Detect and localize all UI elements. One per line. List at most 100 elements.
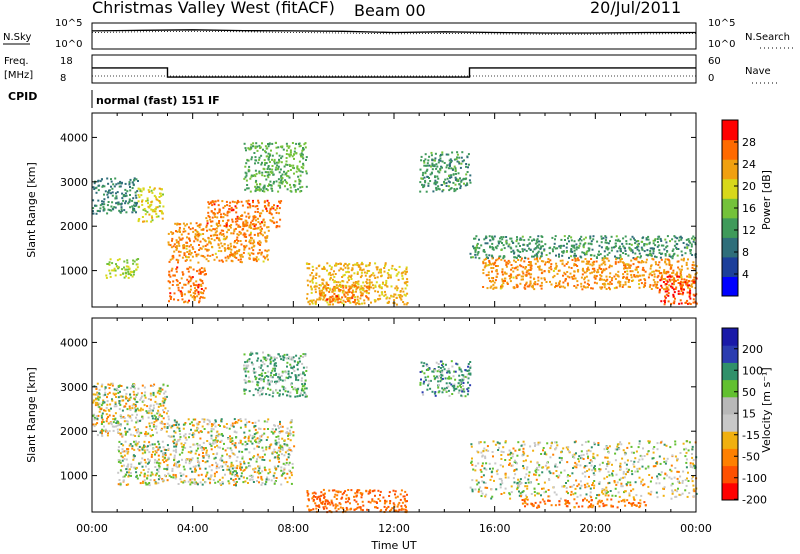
heatmap-cell-power-cells-1839 <box>355 290 357 293</box>
heatmap-cell-vel-cells-126 <box>127 414 130 417</box>
power-colorbar-label-5: 24 <box>742 158 756 171</box>
heatmap-cell-power-cells-2334 <box>598 244 601 247</box>
heatmap-cell-power-cells-2934 <box>644 282 647 285</box>
heatmap-cell-power-cells-389 <box>184 300 187 303</box>
heatmap-cell-power-cells-1343 <box>269 184 272 186</box>
heatmap-cell-vel-cells-1440 <box>269 374 272 377</box>
heatmap-cell-vel-cells-347 <box>133 426 136 429</box>
heatmap-cell-power-cells-40 <box>120 210 123 213</box>
heatmap-cell-vel-cells-1075 <box>239 463 242 466</box>
heatmap-cell-power-cells-1484 <box>353 263 356 266</box>
heatmap-cell-vel-cells-1512 <box>269 360 272 363</box>
heatmap-cell-power-cells-3230 <box>638 279 641 282</box>
heatmap-cell-vel-cells-1005 <box>175 445 178 448</box>
heatmap-cell-vel-cells-109 <box>115 405 118 408</box>
heatmap-cell-power-cells-280 <box>158 205 161 208</box>
heatmap-cell-power-cells-2762 <box>656 276 659 279</box>
heatmap-cell-vel-cells-1565 <box>290 356 293 359</box>
heatmap-cell-power-cells-1023 <box>210 210 213 213</box>
heatmap-cell-power-cells-2700 <box>488 259 491 262</box>
heatmap-cell-power-cells-3112 <box>504 280 506 282</box>
heatmap-cell-power-cells-695 <box>172 254 175 257</box>
heatmap-cell-power-cells-767 <box>187 256 190 259</box>
heatmap-cell-power-cells-3079 <box>602 262 605 265</box>
heatmap-cell-power-cells-1802 <box>336 286 339 289</box>
heatmap-cell-power-cells-267 <box>153 187 156 190</box>
heatmap-cell-vel-cells-1514 <box>303 384 306 387</box>
heatmap-cell-power-cells-1454 <box>337 294 340 297</box>
heatmap-cell-power-cells-747 <box>224 248 227 251</box>
heatmap-cell-power-cells-411 <box>181 286 184 289</box>
heatmap-cell-vel-cells-213 <box>140 395 143 398</box>
heatmap-cell-power-cells-2062 <box>420 177 423 180</box>
heatmap-cell-power-cells-2790 <box>581 273 584 276</box>
heatmap-cell-vel-cells-1417 <box>271 376 274 379</box>
heatmap-cell-power-cells-1756 <box>402 271 405 274</box>
heatmap-cell-vel-cells-1498 <box>283 356 286 359</box>
heatmap-cell-power-cells-2897 <box>642 274 645 277</box>
heatmap-cell-vel-cells-33 <box>96 397 99 400</box>
heatmap-cell-power-cells-371 <box>183 283 186 286</box>
heatmap-cell-power-cells-2226 <box>671 238 674 241</box>
heatmap-cell-vel-cells-761 <box>173 454 176 457</box>
heatmap-cell-power-cells-2409 <box>478 247 481 250</box>
heatmap-cell-power-cells-1095 <box>266 168 269 170</box>
heatmap-cell-power-cells-2189 <box>622 252 625 254</box>
heatmap-cell-power-cells-2157 <box>615 235 618 238</box>
heatmap-cell-vel-cells-1064 <box>281 425 284 428</box>
heatmap-cell-power-cells-3227 <box>681 288 684 291</box>
heatmap-cell-power-cells-1326 <box>260 154 263 157</box>
heatmap-cell-power-cells-866 <box>220 213 222 216</box>
heatmap-cell-vel-cells-365 <box>119 428 121 431</box>
heatmap-cell-power-cells-2607 <box>529 276 532 279</box>
heatmap-cell-power-cells-1602 <box>359 297 362 300</box>
heatmap-cell-power-cells-602 <box>214 252 217 255</box>
heatmap-cell-power-cells-663 <box>215 230 218 233</box>
heatmap-cell-vel-cells-1531 <box>245 375 247 378</box>
heatmap-cell-power-cells-2038 <box>435 181 438 184</box>
heatmap-cell-power-cells-1858 <box>339 301 342 304</box>
heatmap-cell-power-cells-756 <box>178 236 181 239</box>
heatmap-cell-vel-cells-877 <box>218 478 221 481</box>
heatmap-cell-power-cells-2545 <box>666 250 669 253</box>
heatmap-cell-power-cells-592 <box>177 259 180 262</box>
heatmap-cell-power-cells-1905 <box>454 183 457 186</box>
heatmap-cell-power-cells-3331 <box>658 291 661 294</box>
heatmap-cell-vel-cells-1283 <box>274 424 277 427</box>
heatmap-cell-power-cells-2533 <box>658 251 661 254</box>
heatmap-cell-vel-cells-849 <box>185 459 188 462</box>
heatmap-cell-power-cells-373 <box>200 279 203 282</box>
heatmap-cell-power-cells-397 <box>197 286 200 289</box>
heatmap-cell-vel-cells-92 <box>116 387 118 390</box>
heatmap-cell-power-cells-551 <box>236 236 239 239</box>
heatmap-cell-power-cells-2943 <box>529 269 532 271</box>
heatmap-cell-power-cells-158 <box>100 178 103 181</box>
heatmap-cell-power-cells-2992 <box>593 270 596 273</box>
heatmap-cell-power-cells-2442 <box>656 241 659 243</box>
heatmap-cell-vel-cells-1109 <box>199 446 202 449</box>
heatmap-cell-power-cells-1681 <box>360 271 363 274</box>
heatmap-cell-power-cells-2685 <box>638 283 640 286</box>
heatmap-cell-power-cells-1763 <box>347 270 349 273</box>
heatmap-cell-vel-cells-521 <box>161 459 164 462</box>
heatmap-cell-power-cells-461 <box>168 260 171 263</box>
heatmap-cell-vel-cells-165 <box>113 393 116 396</box>
heatmap-cell-power-cells-1612 <box>406 284 409 287</box>
heatmap-cell-power-cells-831 <box>204 248 207 251</box>
heatmap-cell-power-cells-2704 <box>632 279 635 282</box>
heatmap-cell-power-cells-1571 <box>402 290 405 293</box>
heatmap-cell-power-cells-1449 <box>310 299 313 302</box>
heatmap-cell-vel-cells-1549 <box>255 352 258 355</box>
heatmap-cell-power-cells-1956 <box>420 159 423 162</box>
heatmap-cell-vel-cells-110 <box>144 391 147 394</box>
heatmap-cell-power-cells-1598 <box>362 268 365 271</box>
heatmap-cell-power-cells-1053 <box>278 181 281 184</box>
heatmap-cell-power-cells-2270 <box>540 245 543 248</box>
heatmap-cell-power-cells-2024 <box>445 166 448 169</box>
heatmap-cell-power-cells-2252 <box>567 237 569 240</box>
heatmap-cell-vel-cells-1012 <box>252 481 255 483</box>
heatmap-cell-power-cells-1307 <box>293 172 295 175</box>
heatmap-cell-power-cells-454 <box>175 258 178 261</box>
heatmap-cell-vel-cells-494 <box>156 460 159 463</box>
